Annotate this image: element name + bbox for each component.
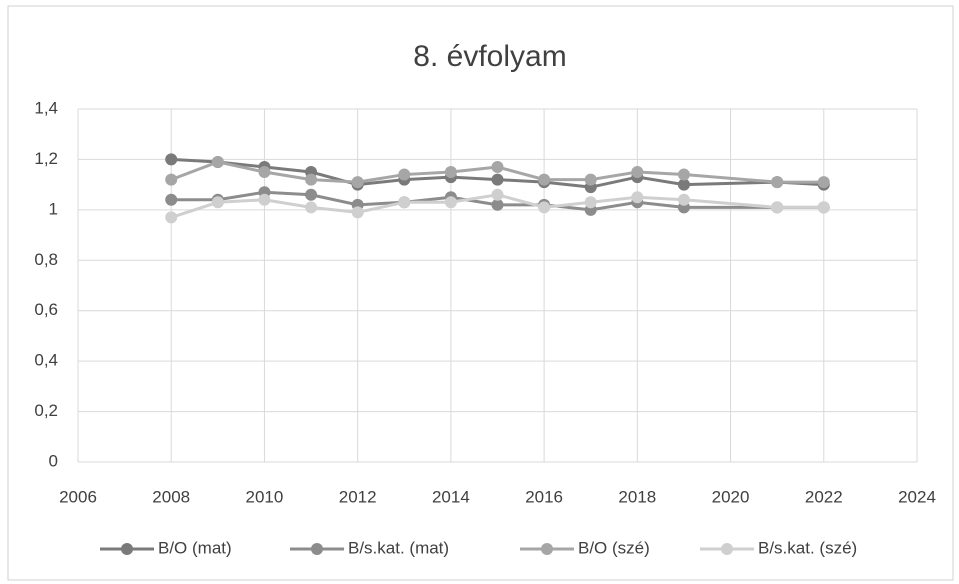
marker	[444, 166, 457, 179]
x-tick-label: 2024	[898, 487, 936, 506]
marker	[771, 176, 784, 189]
marker	[817, 176, 830, 189]
legend-label: B/O (mat)	[158, 538, 232, 557]
y-tick-label: 0,8	[34, 250, 58, 269]
marker	[444, 196, 457, 209]
marker	[258, 166, 271, 179]
legend-label: B/s.kat. (mat)	[348, 538, 449, 557]
legend-label: B/O (szé)	[578, 538, 650, 557]
x-tick-label: 2010	[246, 487, 284, 506]
marker	[491, 188, 504, 201]
marker	[398, 168, 411, 181]
marker	[491, 160, 504, 173]
x-tick-label: 2006	[59, 487, 97, 506]
x-tick-label: 2022	[805, 487, 843, 506]
y-tick-label: 0	[49, 451, 58, 470]
marker	[677, 168, 690, 181]
marker	[211, 155, 224, 168]
x-tick-label: 2008	[152, 487, 190, 506]
marker	[165, 193, 178, 206]
marker	[351, 206, 364, 219]
marker	[305, 173, 318, 186]
series-line	[170, 193, 824, 219]
y-tick-label: 0,2	[34, 401, 58, 420]
marker	[165, 153, 178, 166]
legend-label: B/s.kat. (szé)	[758, 538, 857, 557]
marker	[211, 196, 224, 209]
marker	[165, 173, 178, 186]
legend-marker	[311, 543, 323, 555]
marker	[305, 188, 318, 201]
marker	[398, 196, 411, 209]
x-tick-label: 2018	[618, 487, 656, 506]
marker	[258, 193, 271, 206]
marker	[631, 191, 644, 204]
series-line	[171, 157, 824, 189]
chart-title: 8. évfolyam	[413, 40, 566, 73]
y-tick-label: 0,4	[34, 351, 58, 370]
marker	[817, 201, 830, 214]
marker	[305, 201, 318, 214]
legend-marker	[541, 543, 553, 555]
marker	[491, 173, 504, 186]
marker	[491, 198, 504, 211]
marker	[584, 173, 597, 186]
y-tick-label: 1,2	[34, 149, 58, 168]
y-tick-label: 0,6	[34, 300, 58, 319]
x-tick-label: 2016	[525, 487, 563, 506]
marker	[677, 178, 690, 191]
y-tick-label: 1	[49, 199, 58, 218]
x-tick-label: 2012	[339, 487, 377, 506]
marker	[538, 173, 551, 186]
marker	[584, 196, 597, 209]
marker	[771, 201, 784, 214]
marker	[165, 211, 178, 224]
x-tick-label: 2014	[432, 487, 470, 506]
series-line	[170, 160, 824, 184]
marker	[538, 201, 551, 214]
x-tick-label: 2020	[712, 487, 750, 506]
series-line	[171, 190, 824, 212]
y-tick-label: 1,4	[34, 98, 58, 117]
marker	[677, 193, 690, 206]
marker	[351, 176, 364, 189]
chart-border	[7, 5, 954, 581]
legend-marker	[121, 543, 133, 555]
marker	[631, 166, 644, 179]
legend-marker	[721, 543, 733, 555]
